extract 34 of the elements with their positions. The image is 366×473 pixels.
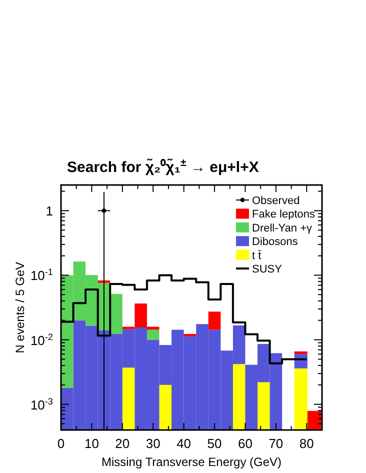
bar [184, 334, 196, 336]
chart-title: Search for χ̃₂⁰χ̃₁$^{±}$ → eμ+l+X [67, 157, 259, 176]
x-tick-label: 10 [84, 436, 99, 451]
x-tick-label: 40 [176, 436, 192, 451]
x-tick-label: 20 [115, 436, 130, 451]
legend-label: SUSY [252, 264, 283, 276]
x-tick-label: 60 [238, 436, 252, 451]
bar [294, 351, 308, 354]
bar [232, 364, 246, 430]
x-tick-label: 70 [268, 436, 284, 451]
y-tick-label: 1 [46, 204, 53, 219]
legend-label: Dibosons [252, 236, 298, 248]
bar [208, 312, 221, 330]
y-tick-label: 10$^{-1}$ [30, 267, 53, 284]
bar [307, 410, 322, 430]
y-axis-title: N events / 5 GeV [13, 262, 27, 354]
y-tick-label: 10$^{-2}$ [30, 332, 53, 348]
bar [110, 294, 122, 334]
legend-label: Drell-Yan +γ [252, 222, 313, 234]
legend-label: t t̄ [252, 249, 262, 262]
bar [122, 368, 135, 430]
legend-label: Fake leptons [252, 208, 316, 221]
y-tick-label: 10$^{-3}$ [30, 396, 53, 412]
bar [146, 330, 160, 340]
x-tick-label: 30 [146, 436, 160, 451]
bar [258, 382, 270, 430]
x-tick-label: 0 [57, 436, 65, 451]
x-axis-title: Missing Transverse Energy (GeV) [101, 455, 282, 469]
x-tick-label: 50 [207, 436, 222, 451]
bar [98, 280, 110, 283]
bar [294, 368, 308, 430]
bar [159, 384, 172, 430]
x-tick-label: 80 [299, 436, 314, 451]
legend-label: Observed [252, 195, 300, 207]
